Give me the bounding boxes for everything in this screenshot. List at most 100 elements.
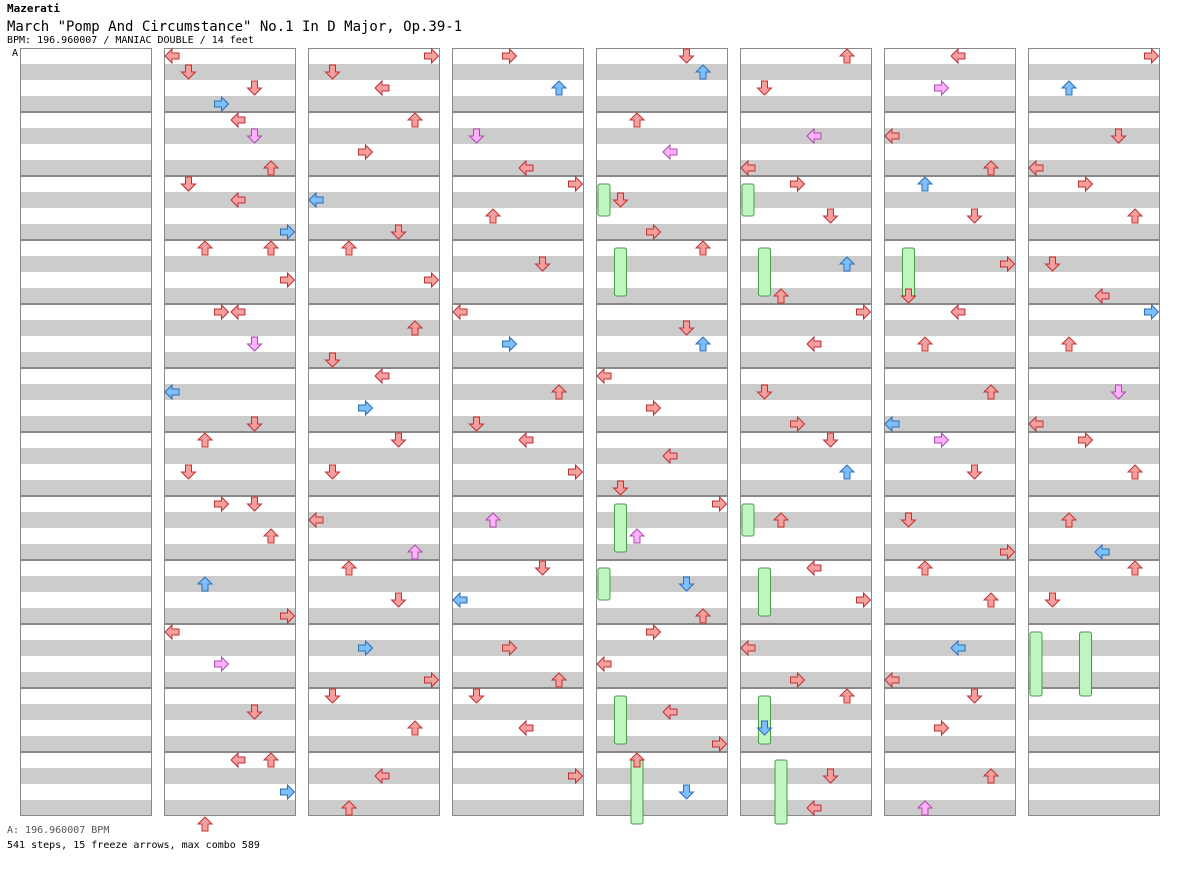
- step-arrow: [280, 271, 296, 289]
- beat-band: [20, 320, 152, 336]
- beat-band: [452, 576, 584, 592]
- beat-band: [884, 272, 1016, 288]
- beat-band: [20, 640, 152, 656]
- measure-box: [20, 368, 152, 432]
- measure-box: [884, 176, 1016, 240]
- step-arrow: [180, 464, 197, 480]
- beat-band: [308, 192, 440, 208]
- beat-band: [740, 720, 872, 736]
- step-arrow: [308, 191, 324, 209]
- beat-band: [740, 704, 872, 720]
- beat-band: [1028, 448, 1160, 464]
- beat-band: [596, 320, 728, 336]
- step-arrow: [262, 752, 280, 768]
- beat-band: [1028, 544, 1160, 560]
- beat-band: [884, 544, 1016, 560]
- measure-box: [164, 304, 296, 368]
- step-arrow: [612, 480, 629, 496]
- beat-band: [452, 112, 584, 128]
- beat-band: [452, 496, 584, 512]
- measure-box: [1028, 560, 1160, 624]
- beat-band: [596, 576, 728, 592]
- beat-band: [1028, 288, 1160, 304]
- beat-band: [308, 208, 440, 224]
- step-arrow: [230, 751, 246, 769]
- step-arrow: [324, 688, 341, 704]
- beat-band: [452, 512, 584, 528]
- step-arrow: [856, 303, 872, 321]
- beat-band: [1028, 128, 1160, 144]
- measure-box: [308, 624, 440, 688]
- beat-band: [452, 80, 584, 96]
- beat-band: [1028, 320, 1160, 336]
- step-arrow: [550, 384, 568, 400]
- beat-band: [308, 368, 440, 384]
- beat-band: [308, 416, 440, 432]
- beat-band: [452, 64, 584, 80]
- beat-band: [884, 688, 1016, 704]
- freeze-arrow: [741, 183, 755, 217]
- step-arrow: [966, 464, 983, 480]
- beat-band: [740, 624, 872, 640]
- beat-band: [740, 544, 872, 560]
- step-arrow: [1126, 208, 1144, 224]
- beat-band: [884, 496, 1016, 512]
- beat-band: [20, 800, 152, 816]
- measure-box: [884, 624, 1016, 688]
- beat-band: [596, 144, 728, 160]
- measure-box: [164, 112, 296, 176]
- step-arrow: [374, 367, 390, 385]
- beat-band: [740, 560, 872, 576]
- beat-band: [740, 224, 872, 240]
- beat-band: [308, 768, 440, 784]
- step-arrow: [280, 607, 296, 625]
- beat-band: [452, 592, 584, 608]
- beat-band: [308, 576, 440, 592]
- beat-band: [884, 256, 1016, 272]
- beat-band: [740, 800, 872, 816]
- beat-band: [164, 272, 296, 288]
- beat-band: [20, 272, 152, 288]
- beat-band: [1028, 560, 1160, 576]
- step-arrow: [1126, 560, 1144, 576]
- beat-band: [740, 320, 872, 336]
- measure-box: [596, 752, 728, 816]
- beat-band: [1028, 736, 1160, 752]
- beat-band: [1028, 64, 1160, 80]
- beat-band: [452, 464, 584, 480]
- step-arrow: [1078, 175, 1094, 193]
- beat-band: [20, 160, 152, 176]
- beat-band: [164, 480, 296, 496]
- measure-box: [884, 560, 1016, 624]
- beat-band: [452, 96, 584, 112]
- freeze-arrow: [614, 247, 627, 297]
- step-arrow: [164, 623, 180, 641]
- beat-band: [596, 496, 728, 512]
- measure-box: [884, 752, 1016, 816]
- step-arrow: [534, 256, 551, 272]
- measure-box: [596, 48, 728, 112]
- measure-box: [308, 496, 440, 560]
- beat-band: [1028, 784, 1160, 800]
- beat-band: [1028, 688, 1160, 704]
- beat-band: [884, 208, 1016, 224]
- step-arrow: [1044, 592, 1061, 608]
- beat-band: [1028, 304, 1160, 320]
- beat-band: [164, 704, 296, 720]
- beat-band: [884, 800, 1016, 816]
- beat-band: [452, 272, 584, 288]
- measure-box: [740, 368, 872, 432]
- beat-band: [20, 256, 152, 272]
- beat-band: [452, 608, 584, 624]
- beat-band: [1028, 224, 1160, 240]
- freeze-arrow: [1029, 631, 1043, 697]
- beat-band: [308, 96, 440, 112]
- beat-band: [740, 752, 872, 768]
- beat-band: [884, 512, 1016, 528]
- beat-band: [452, 400, 584, 416]
- measure-box: [884, 496, 1016, 560]
- beat-band: [20, 608, 152, 624]
- beat-band: [20, 704, 152, 720]
- beat-band: [20, 208, 152, 224]
